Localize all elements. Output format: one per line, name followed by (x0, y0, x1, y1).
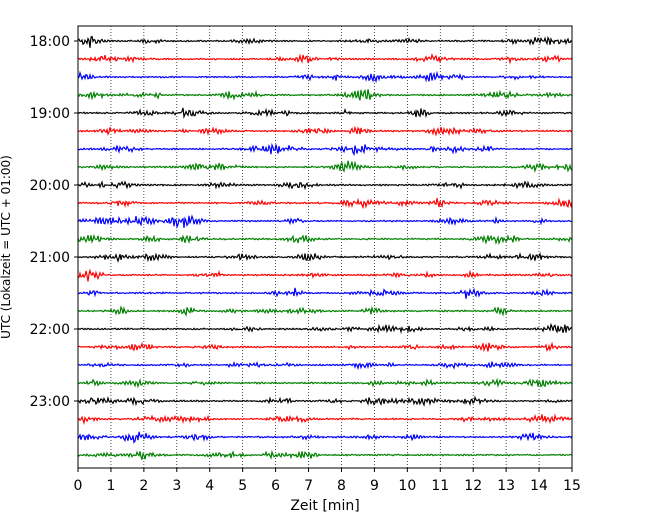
trace-row (77, 287, 573, 299)
trace-row (77, 142, 573, 157)
y-tick-label: 21:00 (30, 250, 70, 266)
trace-row (77, 70, 573, 84)
trace-row (77, 377, 573, 389)
trace-row (77, 305, 573, 317)
y-tick-label: 20:00 (30, 178, 70, 194)
x-tick-label: 15 (563, 478, 581, 494)
plot-area (78, 26, 572, 468)
x-tick-label: 13 (497, 478, 515, 494)
x-tick-label: 0 (74, 478, 83, 494)
x-tick-label: 14 (530, 478, 548, 494)
trace-row (77, 252, 573, 263)
x-tick-label: 2 (139, 478, 148, 494)
x-axis: 0 1 2 3 4 5 6 7 8 9 10 11 12 13 14 15 (74, 468, 581, 494)
trace-row (77, 160, 573, 174)
y-axis: 18:00 19:00 20:00 21:00 22:00 23:00 (30, 34, 78, 410)
trace-row (77, 89, 573, 101)
y-tick-label: 19:00 (30, 106, 70, 122)
trace-row (77, 233, 573, 246)
y-tick-label: 22:00 (30, 322, 70, 338)
trace-row (77, 53, 573, 65)
trace-row (78, 268, 573, 282)
trace-row (77, 197, 573, 210)
x-tick-label: 12 (464, 478, 482, 494)
trace-row (77, 107, 573, 120)
traces (77, 35, 573, 460)
x-tick-label: 6 (271, 478, 280, 494)
trace-row (77, 361, 572, 371)
y-axis-label: UTC (Lokalzeit = UTC + 01:00) (0, 155, 13, 339)
x-tick-label: 1 (106, 478, 115, 494)
x-tick-label: 8 (337, 478, 346, 494)
x-tick-label: 10 (398, 478, 416, 494)
trace-row (77, 180, 573, 191)
y-tick-label: 23:00 (30, 394, 70, 410)
trace-row (77, 431, 573, 444)
x-tick-label: 9 (370, 478, 379, 494)
x-tick-label: 4 (205, 478, 214, 494)
x-tick-label: 3 (172, 478, 181, 494)
x-tick-label: 7 (304, 478, 313, 494)
x-tick-label: 5 (238, 478, 247, 494)
trace-row (77, 413, 573, 426)
trace-row (77, 322, 573, 335)
trace-row (77, 35, 573, 48)
x-axis-label: Zeit [min] (290, 498, 359, 514)
trace-row (77, 395, 573, 407)
trace-row (77, 341, 573, 353)
y-tick-label: 18:00 (30, 34, 70, 50)
plot-frame (77, 25, 573, 469)
trace-row (77, 449, 573, 460)
trace-row (77, 214, 573, 230)
x-tick-label: 11 (431, 478, 449, 494)
trace-row (77, 125, 573, 137)
